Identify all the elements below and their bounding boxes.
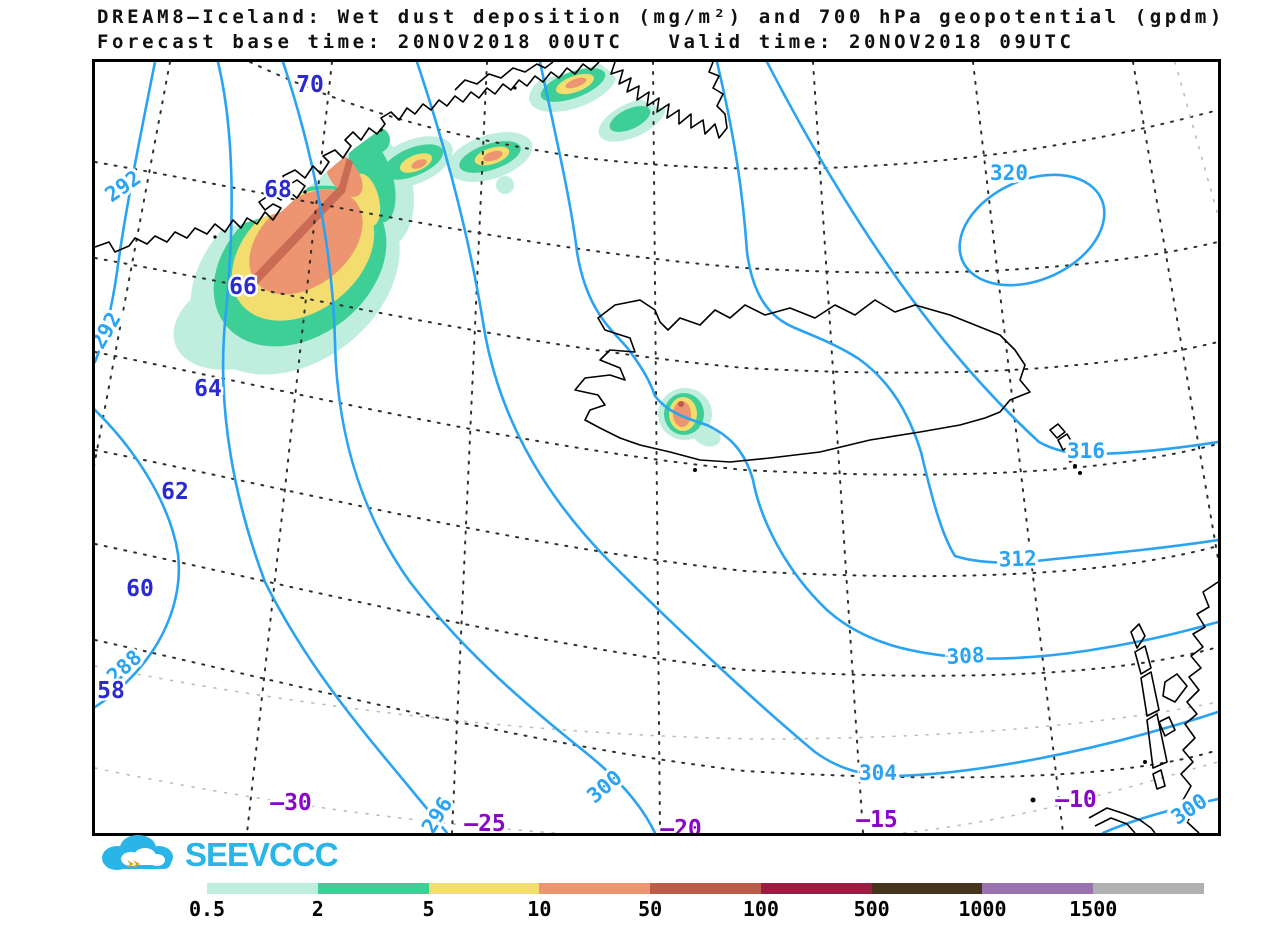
contour-312 bbox=[715, 62, 1218, 564]
latitude-line-56 bbox=[95, 665, 1218, 740]
map-plot-area: 292 292 288 296 300 300 304 308 312 316 320 70 68 66… bbox=[92, 59, 1221, 836]
latitude-line-54 bbox=[95, 761, 1218, 833]
longitude-label-25: –25 bbox=[464, 811, 506, 833]
geopotential-label-304: 304 bbox=[859, 761, 897, 785]
latitude-label-60: 60 bbox=[126, 576, 154, 602]
longitude-labels: –30 –25 –20 –15 –10 bbox=[268, 785, 1100, 834]
contour-308 bbox=[538, 62, 1218, 660]
forecast-valid-time: Forecast base time: 20NOV2018 00UTC Vali… bbox=[97, 31, 1075, 53]
seevccc-cloud-icon bbox=[102, 835, 173, 870]
color-scale-value-10: 10 bbox=[527, 897, 552, 921]
longitude-label-30: –30 bbox=[270, 790, 312, 816]
latitude-labels: 70 68 66 64 62 60 58 bbox=[95, 70, 326, 707]
geopotential-contours bbox=[95, 62, 1218, 833]
geopotential-label-296: 296 bbox=[417, 793, 457, 833]
meridian-10w bbox=[972, 62, 1064, 833]
coastlines bbox=[95, 62, 1218, 833]
meridian-20w bbox=[652, 62, 661, 833]
deposition-color-scale: 0.5 2 5 10 50 100 500 1000 1500 bbox=[0, 880, 1276, 925]
geopotential-label-300: 300 bbox=[582, 765, 626, 808]
geopotential-label-292: 292 bbox=[95, 308, 126, 353]
meridian-5w bbox=[1132, 62, 1218, 565]
color-scale-segment-5 bbox=[428, 883, 540, 894]
latitude-line-64 bbox=[95, 351, 1218, 476]
color-scale-value-100: 100 bbox=[742, 897, 779, 921]
latitude-line-70 bbox=[249, 62, 1218, 170]
color-scale-segment-50 bbox=[650, 883, 761, 894]
latitude-label-64: 64 bbox=[194, 376, 222, 402]
longitude-label-10: –10 bbox=[1055, 787, 1097, 813]
color-scale-value-2: 2 bbox=[311, 897, 324, 921]
contour-304 bbox=[415, 62, 1218, 778]
color-scale-segment-0.5 bbox=[207, 883, 318, 894]
geopotential-label-312: 312 bbox=[998, 546, 1037, 571]
scotland-coastline bbox=[1030, 581, 1218, 833]
latitude-label-70: 70 bbox=[296, 72, 324, 98]
contour-316 bbox=[765, 62, 1218, 456]
latitude-line-68 bbox=[95, 161, 1218, 274]
greenland-outer-coast bbox=[454, 62, 554, 91]
longitude-label-15: –15 bbox=[856, 807, 898, 833]
color-scale-segment-500 bbox=[871, 883, 983, 894]
color-scale-segment-100 bbox=[760, 883, 872, 894]
geopotential-label-300: 300 bbox=[1167, 789, 1212, 830]
map-title: DREAM8–Iceland: Wet dust deposition (mg/… bbox=[97, 6, 1225, 28]
color-scale-segment-1500 bbox=[1093, 883, 1204, 894]
meridian-35w bbox=[95, 62, 171, 467]
longitude-label-20: –20 bbox=[660, 816, 702, 833]
color-scale-segment-1000 bbox=[982, 883, 1094, 894]
color-scale-value-500: 500 bbox=[853, 897, 890, 921]
dust-deposition-iceland-spot bbox=[658, 388, 721, 447]
greenland-fjord-coast bbox=[610, 62, 728, 139]
contour-292 bbox=[95, 62, 157, 364]
contour-320-closed-high bbox=[958, 173, 1106, 287]
graticule bbox=[95, 62, 1218, 833]
geopotential-label-316: 316 bbox=[1067, 439, 1105, 463]
greenland-coastline bbox=[95, 62, 600, 253]
contour-296 bbox=[216, 62, 449, 833]
latitude-label-62: 62 bbox=[161, 479, 189, 505]
contour-300-southeast bbox=[1101, 797, 1218, 833]
color-scale-value-1000: 1000 bbox=[958, 897, 1007, 921]
faroe-islands bbox=[1049, 423, 1082, 475]
seevccc-logo: SEEVCCC bbox=[93, 833, 413, 875]
geopotential-label-308: 308 bbox=[946, 643, 985, 669]
color-scale-segment-10 bbox=[539, 883, 651, 894]
color-scale-bar bbox=[207, 883, 1204, 894]
color-scale-segment-2 bbox=[317, 883, 429, 894]
color-scale-value-50: 50 bbox=[638, 897, 663, 921]
contour-288 bbox=[95, 408, 181, 709]
color-scale-value-0.5: 0.5 bbox=[188, 897, 226, 921]
latitude-label-66: 66 bbox=[229, 274, 257, 300]
logo-arrow bbox=[127, 860, 140, 868]
color-scale-value-5: 5 bbox=[422, 897, 435, 921]
geopotential-label-320: 320 bbox=[990, 161, 1028, 185]
contour-300 bbox=[281, 62, 657, 833]
latitude-label-58: 58 bbox=[97, 678, 125, 704]
iceland-coastline bbox=[574, 299, 1031, 463]
meridian-0 bbox=[1174, 62, 1218, 219]
latitude-label-68: 68 bbox=[264, 177, 292, 203]
color-scale-value-1500: 1500 bbox=[1069, 897, 1118, 921]
geopotential-label-292: 292 bbox=[101, 166, 146, 207]
dust-deposition-greenland-plume bbox=[173, 62, 666, 375]
seevccc-logo-text: SEEVCCC bbox=[185, 836, 339, 873]
